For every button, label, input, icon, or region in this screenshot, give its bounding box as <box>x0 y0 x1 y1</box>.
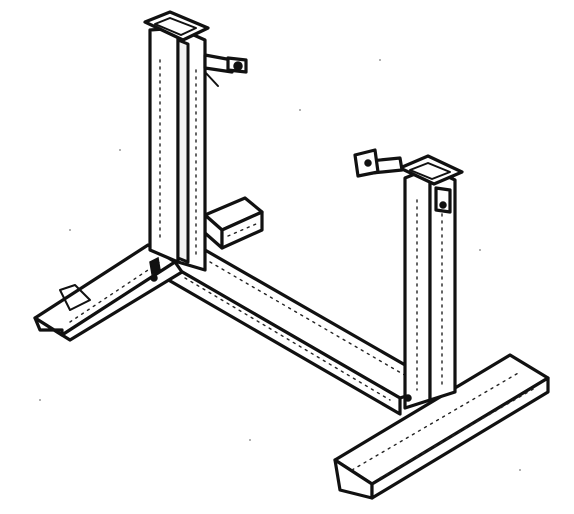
left-clamp-knob <box>203 53 248 87</box>
left-upright <box>143 10 210 282</box>
lower-crossbar <box>163 248 442 416</box>
left-foot <box>33 243 184 342</box>
right-upright <box>398 154 464 410</box>
right-foot <box>333 353 550 500</box>
rear-stub-bar <box>203 196 264 250</box>
scan-specks <box>39 59 521 471</box>
right-clamp-knob <box>353 148 452 214</box>
